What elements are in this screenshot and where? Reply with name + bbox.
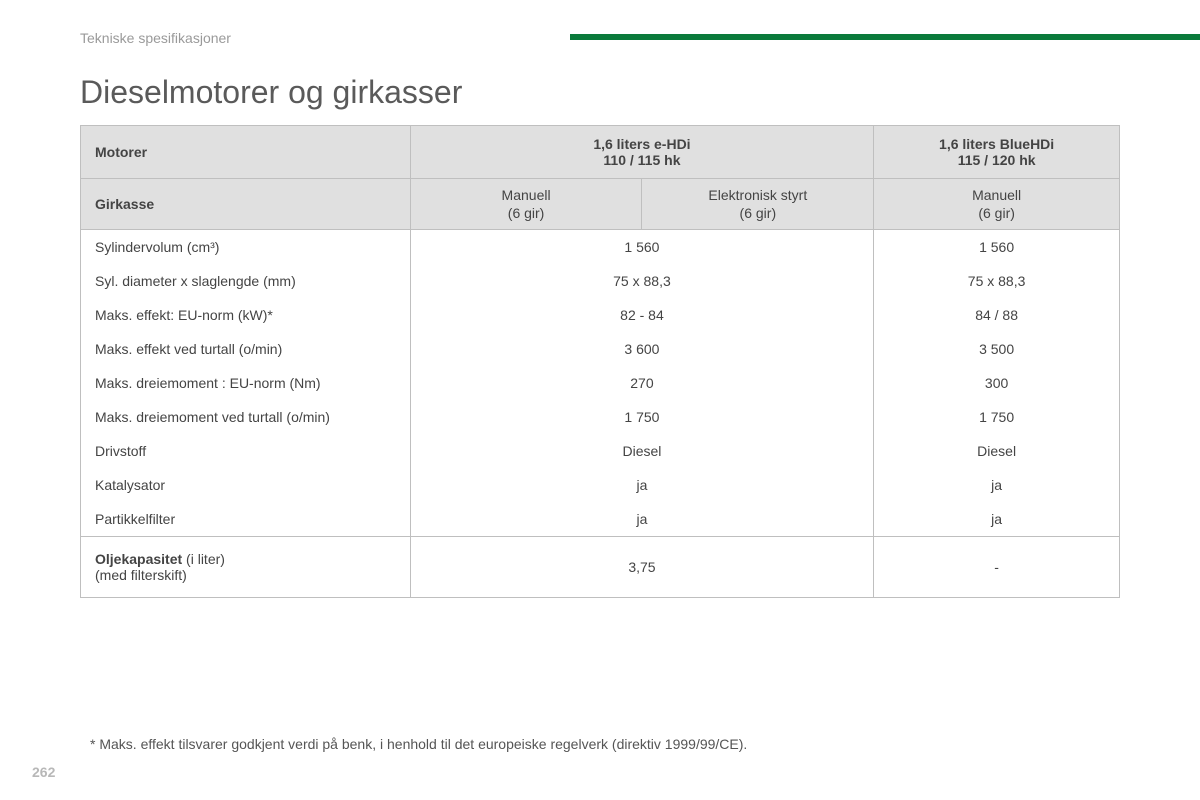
oil-label-bold: Oljekapasitet bbox=[95, 551, 182, 567]
row-label: Maks. effekt ved turtall (o/min) bbox=[81, 332, 411, 366]
table-body: Sylindervolum (cm³)1 5601 560 Syl. diame… bbox=[81, 230, 1120, 537]
engine-power: 110 / 115 hk bbox=[423, 152, 862, 168]
row-label: Maks. dreiemoment ved turtall (o/min) bbox=[81, 400, 411, 434]
row-value: 3 500 bbox=[874, 332, 1120, 366]
gearbox-gears: (6 gir) bbox=[421, 205, 632, 221]
row-value: 75 x 88,3 bbox=[410, 264, 874, 298]
engine-name: 1,6 liters BlueHDi bbox=[886, 136, 1107, 152]
page-number: 262 bbox=[32, 764, 55, 780]
motors-header: Motorer bbox=[81, 126, 411, 179]
row-value: 82 - 84 bbox=[410, 298, 874, 332]
oil-label-line2: (med filterskift) bbox=[95, 567, 187, 583]
row-label: Maks. effekt: EU-norm (kW)* bbox=[81, 298, 411, 332]
row-label: Maks. dreiemoment : EU-norm (Nm) bbox=[81, 366, 411, 400]
row-label: Katalysator bbox=[81, 468, 411, 502]
table-row: Maks. effekt: EU-norm (kW)*82 - 8484 / 8… bbox=[81, 298, 1120, 332]
engine-power: 115 / 120 hk bbox=[886, 152, 1107, 168]
oil-value-2: - bbox=[874, 537, 1120, 598]
gearbox-type: Elektronisk styrt bbox=[708, 187, 807, 203]
oil-row: Oljekapasitet (i liter) (med filterskift… bbox=[81, 537, 1120, 598]
row-value: ja bbox=[410, 502, 874, 537]
table-header-gearbox: Girkasse Manuell (6 gir) Elektronisk sty… bbox=[81, 179, 1120, 230]
row-value: ja bbox=[410, 468, 874, 502]
gearbox-type: Manuell bbox=[502, 187, 551, 203]
header-accent-bar bbox=[570, 34, 1200, 40]
row-value: Diesel bbox=[410, 434, 874, 468]
engine-header-0: 1,6 liters e-HDi 110 / 115 hk bbox=[410, 126, 874, 179]
page-title: Dieselmotorer og girkasser bbox=[80, 74, 1140, 111]
row-value: 1 560 bbox=[874, 230, 1120, 265]
table-header-engines: Motorer 1,6 liters e-HDi 110 / 115 hk 1,… bbox=[81, 126, 1120, 179]
engine-header-1: 1,6 liters BlueHDi 115 / 120 hk bbox=[874, 126, 1120, 179]
oil-label-rest: (i liter) bbox=[182, 551, 225, 567]
row-value: 1 750 bbox=[410, 400, 874, 434]
gearbox-header: Girkasse bbox=[81, 179, 411, 230]
row-value: ja bbox=[874, 468, 1120, 502]
gearbox-2: Manuell (6 gir) bbox=[874, 179, 1120, 230]
footnote: * Maks. effekt tilsvarer godkjent verdi … bbox=[90, 736, 747, 752]
table-row: Maks. dreiemoment ved turtall (o/min)1 7… bbox=[81, 400, 1120, 434]
engine-name: 1,6 liters e-HDi bbox=[423, 136, 862, 152]
page: Tekniske spesifikasjoner Dieselmotorer o… bbox=[0, 0, 1200, 800]
gearbox-0: Manuell (6 gir) bbox=[410, 179, 642, 230]
row-value: 270 bbox=[410, 366, 874, 400]
row-value: 300 bbox=[874, 366, 1120, 400]
table-row: Maks. dreiemoment : EU-norm (Nm)270300 bbox=[81, 366, 1120, 400]
row-label: Partikkelfilter bbox=[81, 502, 411, 537]
gearbox-1: Elektronisk styrt (6 gir) bbox=[642, 179, 874, 230]
table-row: DrivstoffDieselDiesel bbox=[81, 434, 1120, 468]
oil-value-1: 3,75 bbox=[410, 537, 874, 598]
row-value: 3 600 bbox=[410, 332, 874, 366]
row-label: Drivstoff bbox=[81, 434, 411, 468]
table-row: Katalysatorjaja bbox=[81, 468, 1120, 502]
gearbox-gears: (6 gir) bbox=[884, 205, 1109, 221]
row-value: 1 560 bbox=[410, 230, 874, 265]
table-row: Maks. effekt ved turtall (o/min)3 6003 5… bbox=[81, 332, 1120, 366]
row-value: Diesel bbox=[874, 434, 1120, 468]
spec-table: Motorer 1,6 liters e-HDi 110 / 115 hk 1,… bbox=[80, 125, 1120, 598]
gearbox-type: Manuell bbox=[972, 187, 1021, 203]
row-value: 84 / 88 bbox=[874, 298, 1120, 332]
table-row: Sylindervolum (cm³)1 5601 560 bbox=[81, 230, 1120, 265]
row-label: Syl. diameter x slaglengde (mm) bbox=[81, 264, 411, 298]
table-row: Partikkelfilterjaja bbox=[81, 502, 1120, 537]
oil-label: Oljekapasitet (i liter) (med filterskift… bbox=[81, 537, 411, 598]
row-label: Sylindervolum (cm³) bbox=[81, 230, 411, 265]
gearbox-gears: (6 gir) bbox=[652, 205, 863, 221]
table-row: Syl. diameter x slaglengde (mm)75 x 88,3… bbox=[81, 264, 1120, 298]
row-value: ja bbox=[874, 502, 1120, 537]
row-value: 75 x 88,3 bbox=[874, 264, 1120, 298]
row-value: 1 750 bbox=[874, 400, 1120, 434]
